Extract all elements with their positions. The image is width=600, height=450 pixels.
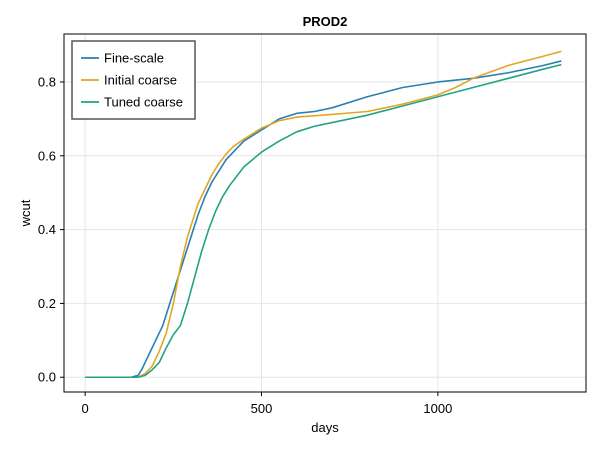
series-layer [85,50,562,379]
plot-frame [63,33,587,393]
chart-title: PROD2 [303,14,348,29]
series-line-3 [85,63,562,379]
x-axis-ticks: 0 500 1000 [82,392,452,416]
y-axis-label: wcut [18,199,33,227]
series-line-2 [85,50,562,379]
legend-label: Initial coarse [104,73,177,88]
series-line-1 [85,60,562,379]
y-tick-label: 0.6 [38,148,56,163]
legend-box [71,40,196,120]
legend-label: Tuned coarse [104,95,183,110]
y-tick-label: 0.8 [38,74,56,89]
y-tick-label: 0.4 [38,222,56,237]
y-tick-label: 0.2 [38,296,56,311]
y-tick-label: 0.0 [38,370,56,385]
x-axis-label: days [311,420,339,435]
y-axis-ticks: 0.0 0.2 0.4 0.6 0.8 [38,74,64,385]
x-tick-label: 1000 [423,401,452,416]
legend-label: Fine-scale [104,51,164,66]
x-tick-label: 0 [82,401,89,416]
legend: Fine-scale Initial coarse Tuned coarse [71,40,196,120]
x-tick-label: 500 [251,401,273,416]
